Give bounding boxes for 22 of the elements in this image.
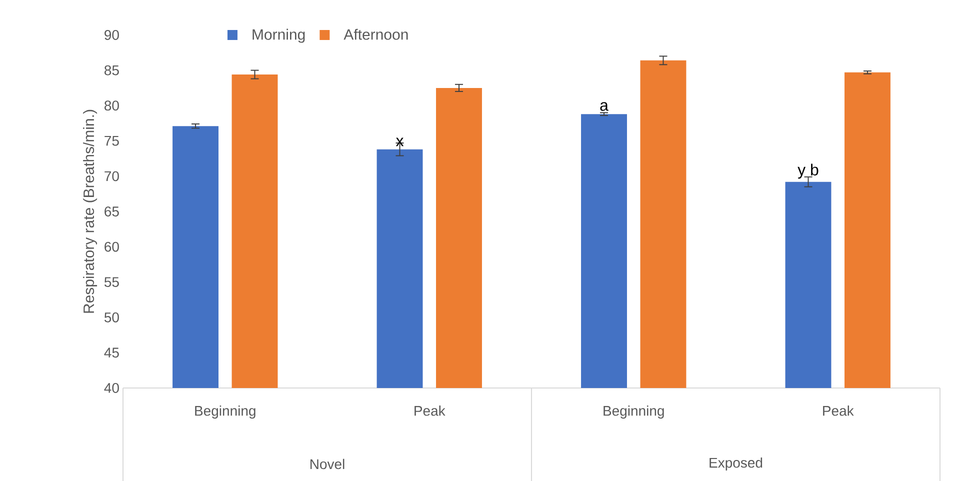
legend-label: Afternoon [344,28,408,40]
text: Novel [310,458,344,470]
y-tick-label: 50 [104,312,119,322]
y-tick-label: 85 [104,65,119,76]
y-tick-label: 65 [104,206,119,216]
y-tick-label: 55 [104,277,119,287]
y-tick-label: 90 [104,30,119,40]
x-tick-label: Beginning [604,406,664,419]
legend-label: Morning [252,28,305,43]
x-tick-label: Peak [414,406,446,416]
y-tick-label: 70 [104,171,119,182]
x-tick-label: Peak [823,406,854,416]
y-axis-title: Respiratory rate (Breaths/min.) [83,110,98,313]
text: Exposed [710,457,762,471]
y-tick-label: 40 [104,383,119,393]
annotation: a [600,102,608,111]
y-tick-label: 80 [104,100,119,111]
y-tick-label: 60 [104,242,119,252]
y-tick-label: 45 [104,348,119,358]
y-tick-label: 75 [104,136,119,146]
annotation: y b [798,164,818,179]
x-tick-label: Beginning [195,406,256,419]
